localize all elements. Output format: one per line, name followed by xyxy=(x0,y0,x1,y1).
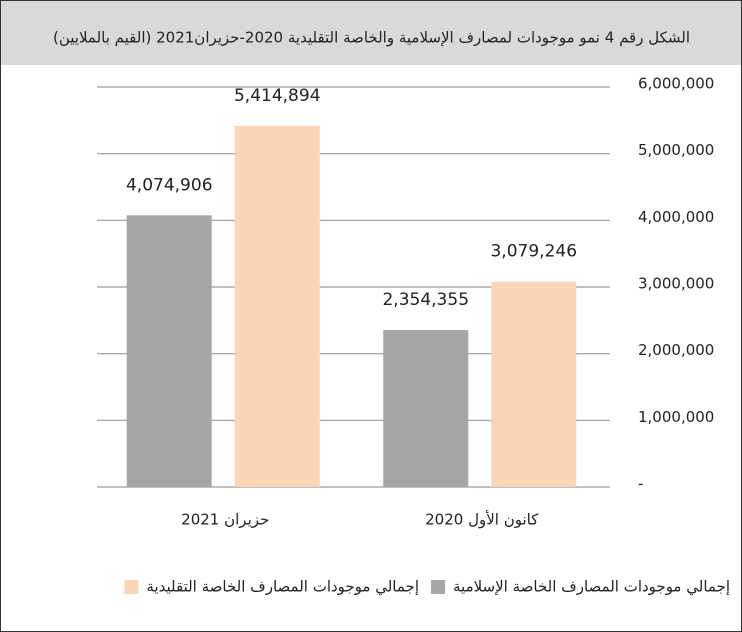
bar xyxy=(126,215,212,487)
y-tick-label: 6,000,000 xyxy=(638,75,714,93)
legend-label: إجمالي موجودات المصارف الخاصة التقليدية xyxy=(146,578,419,597)
data-label: 5,414,894 xyxy=(234,86,321,106)
y-tick-label: 3,000,000 xyxy=(638,275,714,293)
title-band xyxy=(1,1,741,65)
chart-title: الشكل رقم 4 نمو موجودات لمصارف الإسلامية… xyxy=(53,29,690,47)
legend-swatch xyxy=(431,580,445,594)
y-tick-label: 1,000,000 xyxy=(638,408,714,426)
y-tick-label: 5,000,000 xyxy=(638,141,714,159)
data-label: 4,074,906 xyxy=(126,175,213,195)
bar xyxy=(383,330,469,487)
data-label: 2,354,355 xyxy=(382,290,469,310)
x-tick-label: كانون الأول 2020 xyxy=(425,510,539,529)
legend-swatch xyxy=(124,580,139,594)
bar xyxy=(491,281,577,487)
data-label: 3,079,246 xyxy=(490,242,577,262)
bar xyxy=(234,126,320,487)
y-tick-label: - xyxy=(638,475,643,493)
x-tick-label: حزيران 2021 xyxy=(181,511,269,529)
y-tick-label: 4,000,000 xyxy=(638,208,714,226)
legend-label: إجمالي موجودات المصارف الخاصة الإسلامية xyxy=(453,578,730,597)
y-tick-label: 2,000,000 xyxy=(638,341,714,359)
